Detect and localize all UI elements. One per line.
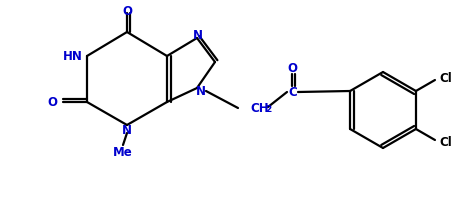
Text: Me: Me: [113, 146, 133, 160]
Text: O: O: [122, 4, 132, 18]
Text: N: N: [193, 28, 203, 42]
Text: 2: 2: [265, 105, 271, 114]
Text: C: C: [289, 85, 298, 99]
Text: N: N: [196, 84, 206, 97]
Text: CH: CH: [250, 101, 269, 115]
Text: N: N: [122, 124, 132, 138]
Text: Cl: Cl: [439, 135, 452, 149]
Text: Cl: Cl: [439, 72, 452, 84]
Text: O: O: [47, 96, 57, 108]
Text: O: O: [287, 61, 297, 74]
Text: HN: HN: [63, 50, 83, 62]
